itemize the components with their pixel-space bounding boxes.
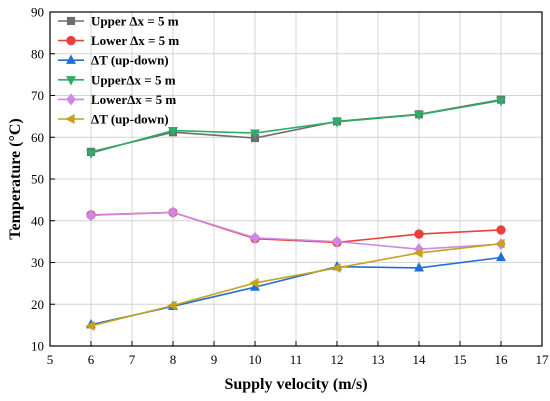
y-tick-label: 40: [31, 213, 44, 228]
x-tick-label: 13: [372, 352, 385, 367]
x-tick-label: 8: [170, 352, 177, 367]
series-4-point: [250, 129, 260, 139]
series-6: [85, 238, 505, 331]
series-5-point: [332, 235, 342, 248]
legend-entry-4: UpperΔx = 5 m: [58, 72, 176, 87]
y-tick-label: 90: [31, 5, 44, 20]
y-tick-label: 60: [31, 130, 44, 145]
series-4-point: [168, 126, 178, 137]
legend-entry-1: Upper Δx = 5 m: [58, 14, 179, 29]
legend-entry-6: ΔT (up-down): [58, 112, 169, 127]
x-tick-label: 5: [47, 352, 54, 367]
legend-label: Lower Δx = 5 m: [91, 33, 179, 48]
series-6-line: [90, 242, 502, 327]
x-tick-label: 11: [290, 352, 303, 367]
series-6-point: [249, 277, 259, 288]
series-6-point: [331, 262, 341, 273]
series-4-point: [86, 149, 96, 159]
y-tick-label: 50: [31, 172, 44, 187]
x-tick-label: 15: [454, 352, 467, 367]
x-tick-label: 12: [331, 352, 344, 367]
legend-swatch-marker: [65, 114, 75, 124]
series-5-point: [250, 231, 260, 244]
series-layer: [85, 95, 506, 331]
series-4-point: [496, 96, 506, 107]
legend-entry-2: Lower Δx = 5 m: [58, 33, 179, 48]
series-6-point: [495, 238, 505, 249]
series-2-point: [414, 229, 424, 239]
legend-label: Upper Δx = 5 m: [91, 14, 179, 29]
legend-swatch-marker: [66, 16, 76, 26]
series-4-line: [90, 99, 502, 154]
y-axis-title: Temperature (°C): [7, 118, 24, 239]
x-tick-label: 16: [495, 352, 509, 367]
x-axis-title: Supply velocity (m/s): [224, 376, 367, 393]
series-4-point: [414, 111, 424, 121]
y-tick-label: 80: [31, 46, 44, 61]
legend-label: ΔT (up-down): [91, 112, 169, 127]
y-tick-label: 70: [31, 88, 44, 103]
legend-label: UpperΔx = 5 m: [91, 72, 176, 87]
series-4: [86, 96, 506, 159]
x-tick-label: 6: [88, 352, 95, 367]
y-tick-label: 10: [31, 339, 44, 354]
x-tick-label: 14: [413, 352, 427, 367]
y-tick-label: 30: [31, 255, 44, 270]
legend-swatch-marker: [66, 54, 76, 64]
legend-label: LowerΔx = 5 m: [91, 92, 176, 107]
legend-label: ΔT (up-down): [91, 53, 169, 68]
x-tick-label: 7: [129, 352, 136, 367]
legend-swatch-marker: [66, 93, 76, 106]
series-6-point: [85, 320, 95, 331]
series-3-point: [414, 262, 424, 272]
x-tick-label: 9: [211, 352, 218, 367]
series-3-point: [496, 251, 506, 262]
legend-swatch-marker: [66, 76, 76, 86]
series-5-point: [86, 209, 96, 222]
x-tick-label: 17: [536, 352, 550, 367]
ticks: 5 6 7 8 9 10 11 12 13 14 15 16 17 10 20 30 40 50 60 70 80 90: [31, 5, 549, 368]
legend: Upper Δx = 5 m Lower Δx = 5 m ΔT (up-down)…: [58, 14, 179, 127]
series-2-point: [496, 225, 506, 235]
series-5-point: [168, 206, 178, 219]
legend-entry-3: ΔT (up-down): [58, 53, 169, 68]
x-tick-label: 10: [249, 352, 262, 367]
legend-swatch-marker: [66, 35, 76, 46]
series-6-point: [413, 247, 423, 258]
series-5-line: [90, 211, 502, 250]
series-6-point: [167, 300, 177, 311]
legend-entry-5: LowerΔx = 5 m: [58, 92, 176, 107]
y-tick-label: 20: [31, 297, 44, 312]
series-4-point: [332, 118, 342, 128]
